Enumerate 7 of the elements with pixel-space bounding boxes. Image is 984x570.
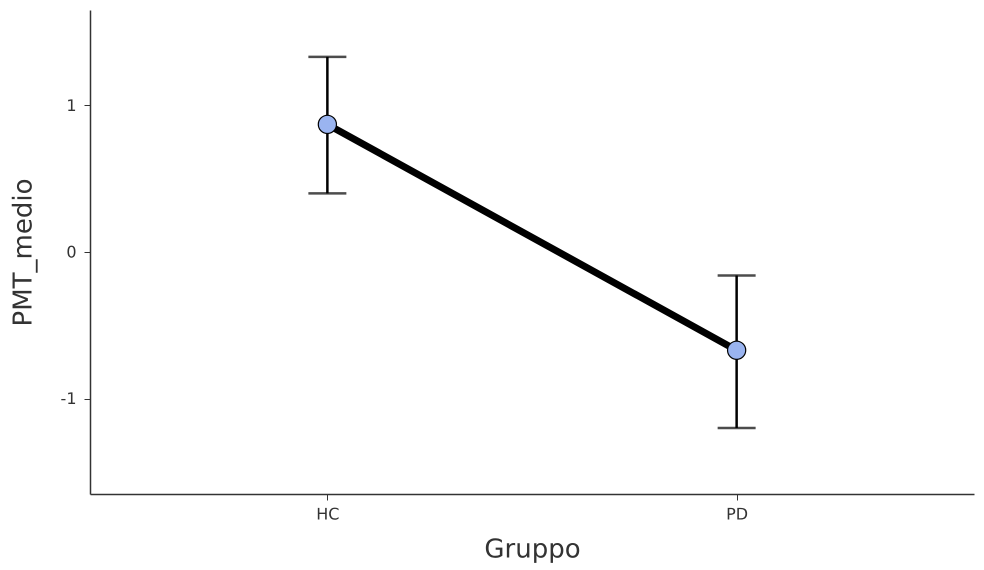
x-tick-label: HC [316, 504, 340, 524]
x-axis-title: Gruppo [484, 534, 581, 564]
y-tick-label: 1 [66, 96, 76, 115]
y-axis-title: PMT_medio [8, 178, 39, 326]
y-tick-label: 0 [66, 242, 76, 262]
y-tick-label: -1 [60, 389, 76, 408]
x-tick-label: PD [726, 504, 748, 524]
